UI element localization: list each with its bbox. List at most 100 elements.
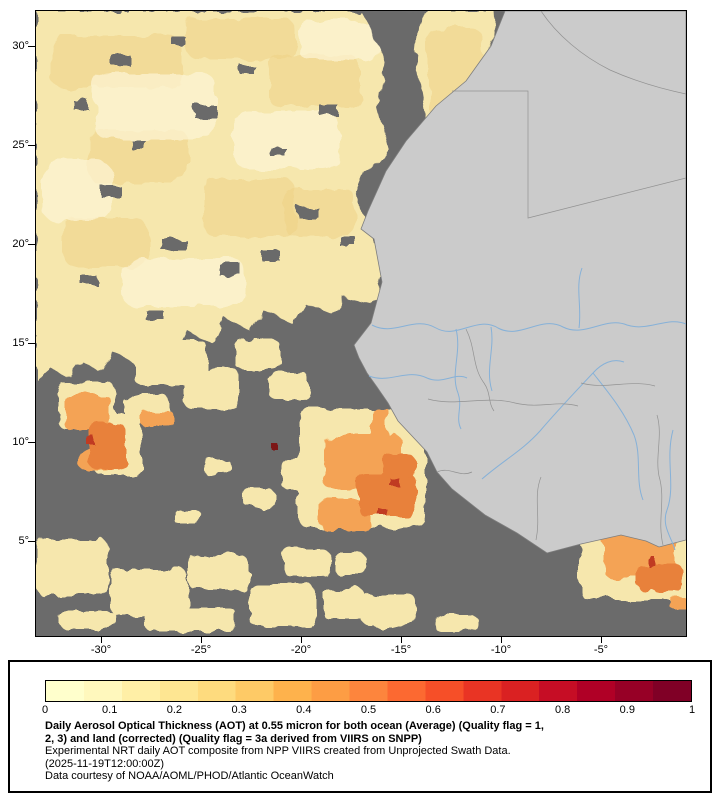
- lat-tick-label: 30°: [12, 40, 29, 52]
- border-line: [436, 469, 473, 475]
- caption-line-1: Daily Aerosol Optical Thickness (AOT) at…: [45, 720, 544, 732]
- aot-patch: [362, 594, 416, 626]
- no-data-speck: [342, 239, 358, 248]
- no-data-speck: [72, 99, 87, 108]
- lon-tick-mark: [501, 637, 502, 643]
- map-canvas: [35, 10, 687, 637]
- colorbar-tick-row: 0 0.1 0.2 0.3 0.4 0.5 0.6 0.7 0.8 0.9 1: [41, 704, 696, 718]
- aot-extreme-speck: [646, 557, 655, 565]
- caption-line-5: Data courtesy of NOAA/AOML/PHOD/Atlantic…: [45, 770, 334, 782]
- aot-patch: [59, 611, 117, 629]
- lat-tick-label: 5°: [18, 535, 29, 547]
- aot-patch: [174, 509, 200, 524]
- aot-streak: [204, 179, 296, 237]
- no-data-speck: [262, 251, 280, 261]
- no-data-speck: [80, 275, 96, 284]
- no-data-speck: [220, 265, 242, 276]
- west-africa-landmass: [353, 11, 686, 554]
- river-niger: [481, 360, 625, 480]
- aot-streak: [298, 21, 378, 61]
- aot-streak: [64, 219, 148, 267]
- map-plot: 30° 25° 20° 15° 10° 5° -30° -25° -20° -1…: [12, 10, 687, 656]
- aot-patch: [282, 459, 324, 491]
- aot-streak: [88, 129, 188, 183]
- caption-line-2: 2, 3) and land (corrected) (Quality flag…: [45, 732, 422, 745]
- lat-tick-mark: [28, 343, 35, 344]
- aot-streak: [122, 259, 246, 307]
- aot-patch: [110, 569, 188, 615]
- aot-patch: [434, 614, 478, 632]
- colorbar-tick-label: 0.2: [166, 704, 183, 716]
- lon-tick-label: -25°: [190, 644, 212, 656]
- no-data-speck: [160, 237, 184, 249]
- colorbar-tick-label: 0.1: [102, 704, 118, 716]
- border-line: [535, 476, 542, 541]
- border-line: [452, 90, 686, 219]
- river-tributary: [454, 328, 462, 430]
- aot-patch: [204, 459, 230, 475]
- river-senegal: [371, 321, 686, 332]
- no-data-speck: [240, 65, 254, 74]
- colorbar: [45, 680, 692, 702]
- lon-tick-mark: [101, 637, 102, 643]
- aot-patch: [244, 489, 274, 507]
- aot-patch: [189, 554, 247, 590]
- no-data-speck: [146, 311, 164, 320]
- caption-line-3: Experimental NRT daily AOT composite fro…: [45, 745, 511, 757]
- colorbar-tick-label: 0: [41, 704, 49, 716]
- aot-patch: [249, 584, 315, 626]
- colorbar-tick-label: 0.4: [296, 704, 312, 716]
- lat-tick-label: 10°: [12, 436, 29, 448]
- lon-tick-label: -20°: [290, 644, 312, 656]
- lat-tick-label: 20°: [12, 238, 29, 250]
- lat-tick-label: 15°: [12, 337, 29, 349]
- no-data-speck: [100, 185, 120, 196]
- colorbar-tick-label: 0.8: [554, 704, 571, 716]
- colorbar-tick-label: 0.5: [360, 704, 377, 716]
- aot-streak: [234, 111, 338, 169]
- aot-streak: [42, 161, 112, 221]
- aot-streak: [268, 55, 360, 107]
- aot-high-patch: [372, 407, 388, 439]
- lon-tick-label: -10°: [490, 644, 512, 656]
- border-line: [465, 328, 495, 412]
- legend-caption: Daily Aerosol Optical Thickness (AOT) at…: [45, 720, 544, 783]
- aot-extreme-speck: [87, 437, 95, 445]
- aot-higher-patch: [358, 474, 416, 516]
- aot-high-patch: [669, 594, 686, 609]
- lat-tick-label: 25°: [12, 139, 29, 151]
- colorbar-tick-label: 0.6: [425, 704, 441, 716]
- caption-line-4: (2025-11-19T12:00:00Z): [45, 757, 165, 770]
- aot-patch: [334, 554, 366, 574]
- aot-higher-patch: [384, 454, 414, 478]
- no-data-speck: [298, 207, 318, 217]
- border-line: [656, 414, 664, 546]
- lat-tick-mark: [28, 46, 35, 47]
- no-data-speck: [194, 105, 216, 117]
- lon-tick-mark: [401, 637, 402, 643]
- border-line: [540, 11, 686, 95]
- river-gambia: [368, 374, 468, 381]
- aot-patch: [36, 539, 108, 595]
- no-data-speck: [320, 105, 338, 116]
- no-data-speck: [112, 55, 130, 66]
- aot-patch: [284, 549, 330, 577]
- aot-higher-patch: [638, 564, 682, 591]
- river-volta: [664, 429, 676, 551]
- legend-panel: 0 0.1 0.2 0.3 0.4 0.5 0.6 0.7 0.8 0.9 1 …: [8, 660, 712, 793]
- aot-high-patch: [64, 394, 110, 430]
- lat-tick-mark: [28, 145, 35, 146]
- river-niger-branch: [592, 372, 644, 501]
- lon-tick-mark: [301, 637, 302, 643]
- aot-data-layer: [36, 11, 686, 632]
- colorbar-tick-label: 1: [688, 704, 696, 716]
- aot-streak: [94, 73, 216, 139]
- lon-tick-mark: [601, 637, 602, 643]
- lon-tick-label: -30°: [90, 644, 112, 656]
- lat-tick-mark: [28, 541, 35, 542]
- aot-maroon-speck: [270, 442, 276, 448]
- border-line: [580, 382, 656, 387]
- no-data-speck: [270, 147, 285, 156]
- aot-patch: [234, 339, 280, 369]
